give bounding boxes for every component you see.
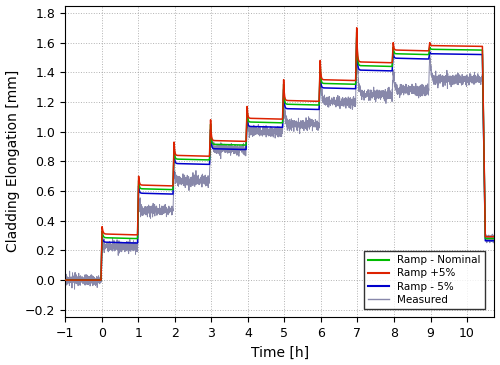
Legend: Ramp - Nominal, Ramp +5%, Ramp - 5%, Measured: Ramp - Nominal, Ramp +5%, Ramp - 5%, Mea… [364,251,485,309]
X-axis label: Time [h]: Time [h] [251,345,309,360]
Y-axis label: Cladding Elongation [mm]: Cladding Elongation [mm] [6,70,20,253]
